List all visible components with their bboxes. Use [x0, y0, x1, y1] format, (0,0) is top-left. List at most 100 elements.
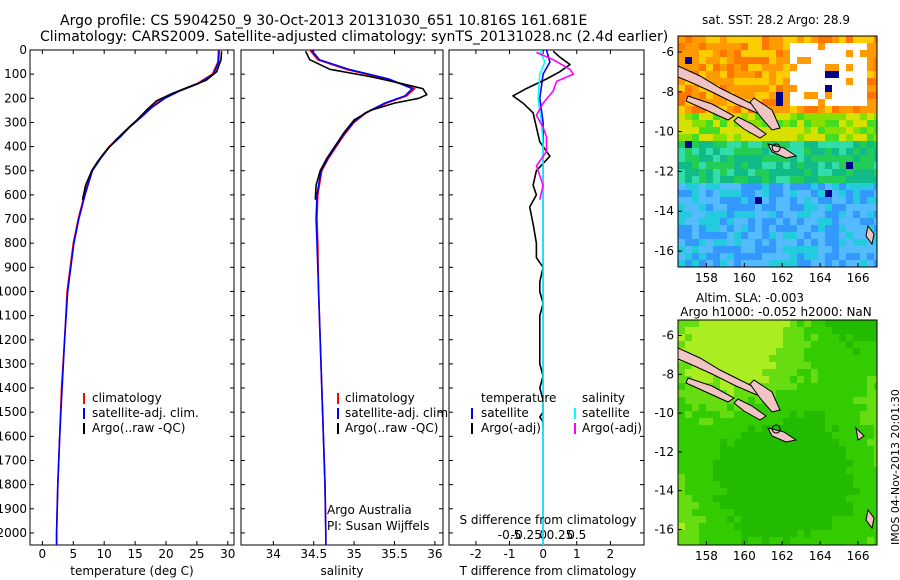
map-pixel	[678, 523, 685, 530]
map-pixel	[755, 523, 762, 530]
map-pixel	[678, 376, 685, 383]
map-pixel	[713, 246, 720, 253]
map-pixel	[783, 36, 790, 43]
map-pixel	[776, 78, 783, 85]
map-pixel	[811, 474, 818, 481]
map-pixel	[818, 439, 825, 446]
map-pixel	[755, 348, 762, 355]
map-pixel	[804, 225, 811, 232]
map-pixel	[860, 425, 867, 432]
map-pixel	[699, 190, 706, 197]
map-pixel	[741, 204, 748, 211]
map-pixel	[727, 362, 734, 369]
map-pixel	[727, 355, 734, 362]
map-pixel	[678, 327, 685, 334]
map-pixel	[832, 169, 839, 176]
map-pixel	[853, 320, 860, 327]
map-pixel	[692, 348, 699, 355]
map-pixel	[853, 106, 860, 113]
map-x-tick-label: 158	[695, 549, 718, 563]
map-pixel	[776, 141, 783, 148]
map-pixel	[727, 439, 734, 446]
map-pixel	[762, 253, 769, 260]
map-pixel	[748, 509, 755, 516]
map-pixel	[797, 376, 804, 383]
map-pixel	[804, 425, 811, 432]
y-tick-label: 2000	[0, 526, 27, 540]
map-pixel	[727, 404, 734, 411]
map-pixel	[783, 50, 790, 57]
map-pixel	[825, 141, 832, 148]
map-pixel	[846, 155, 853, 162]
map-pixel	[832, 439, 839, 446]
map-pixel	[867, 99, 874, 106]
map-pixel	[839, 99, 846, 106]
map-pixel	[797, 106, 804, 113]
map-pixel	[790, 355, 797, 362]
map-pixel	[734, 369, 741, 376]
map-pixel	[839, 85, 846, 92]
map-pixel	[797, 460, 804, 467]
map-pixel	[678, 260, 685, 267]
map-pixel	[790, 397, 797, 404]
map-pixel	[748, 211, 755, 218]
map-pixel	[720, 481, 727, 488]
map-pixel	[699, 36, 706, 43]
map-pixel	[825, 176, 832, 183]
map-pixel	[860, 439, 867, 446]
map-pixel	[685, 474, 692, 481]
map-pixel	[678, 537, 685, 544]
map-pixel	[699, 155, 706, 162]
map-pixel	[755, 460, 762, 467]
map-pixel	[853, 348, 860, 355]
map-pixel	[818, 467, 825, 474]
map-pixel	[769, 99, 776, 106]
map-pixel	[692, 341, 699, 348]
map-pixel	[783, 509, 790, 516]
map-pixel	[727, 85, 734, 92]
map-pixel	[748, 92, 755, 99]
map-pixel	[699, 453, 706, 460]
map-pixel	[755, 218, 762, 225]
map-pixel	[692, 43, 699, 50]
map-pixel	[776, 383, 783, 390]
map-pixel	[762, 85, 769, 92]
map-pixel	[685, 397, 692, 404]
map-pixel	[818, 397, 825, 404]
map-pixel	[811, 327, 818, 334]
map-pixel	[741, 169, 748, 176]
map-pixel	[692, 134, 699, 141]
map-pixel	[699, 432, 706, 439]
map-pixel	[692, 495, 699, 502]
map-pixel	[748, 36, 755, 43]
map-pixel	[790, 537, 797, 544]
map-pixel	[818, 43, 825, 50]
map-pixel	[804, 341, 811, 348]
map-pixel	[762, 432, 769, 439]
timestamp-stamp: IMOS 04-Nov-2013 20:01:30	[889, 389, 900, 545]
map-pixel	[797, 190, 804, 197]
map-pixel	[783, 134, 790, 141]
map-pixel	[846, 411, 853, 418]
map-pixel	[811, 495, 818, 502]
map-pixel	[748, 481, 755, 488]
map-pixel	[692, 260, 699, 267]
map-pixel	[790, 141, 797, 148]
map-pixel	[874, 362, 877, 369]
map-pixel	[748, 460, 755, 467]
map-pixel	[678, 197, 685, 204]
map-pixel	[678, 211, 685, 218]
map-pixel	[699, 260, 706, 267]
map-pixel	[839, 348, 846, 355]
map-pixel	[748, 348, 755, 355]
map-pixel	[762, 260, 769, 267]
map-pixel	[797, 537, 804, 544]
map-pixel	[811, 334, 818, 341]
map-pixel	[713, 523, 720, 530]
map-pixel	[860, 390, 867, 397]
map-pixel	[699, 481, 706, 488]
map-pixel	[783, 85, 790, 92]
map-pixel	[867, 467, 874, 474]
map-pixel	[818, 239, 825, 246]
map-pixel	[846, 99, 853, 106]
